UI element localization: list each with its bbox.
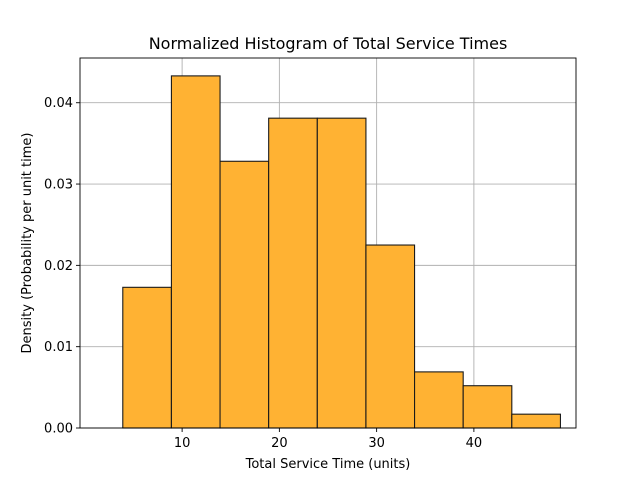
x-tick-label: 10 xyxy=(174,436,191,451)
y-tick-label: 0.01 xyxy=(44,340,73,355)
histogram-bar xyxy=(219,160,270,429)
histogram-bar xyxy=(268,117,318,429)
histogram-bar xyxy=(316,117,367,429)
y-tick-label: 0.00 xyxy=(44,422,73,437)
histogram-bar xyxy=(365,244,416,429)
x-axis-ticks: 10 20 30 40 xyxy=(174,428,482,451)
histogram-bar xyxy=(170,75,221,429)
y-tick-label: 0.03 xyxy=(44,178,73,193)
histogram-bar xyxy=(414,371,464,429)
histogram-bar xyxy=(462,385,513,429)
plot-frame xyxy=(79,57,577,429)
x-tick-label: 20 xyxy=(271,436,288,451)
y-axis-label: Density (Probability per unit time) xyxy=(20,133,35,354)
histogram-bar xyxy=(511,413,561,429)
y-axis-ticks: 0.00 0.01 0.02 0.03 0.04 xyxy=(44,96,80,437)
x-axis-label: Total Service Time (units) xyxy=(245,457,411,472)
y-tick-label: 0.04 xyxy=(44,96,73,111)
y-tick-label: 0.02 xyxy=(44,259,73,274)
chart-title: Normalized Histogram of Total Service Ti… xyxy=(149,34,508,53)
x-tick-label: 40 xyxy=(466,436,483,451)
x-tick-label: 30 xyxy=(368,436,385,451)
histogram-bars xyxy=(122,75,561,429)
histogram-bar xyxy=(122,286,172,429)
